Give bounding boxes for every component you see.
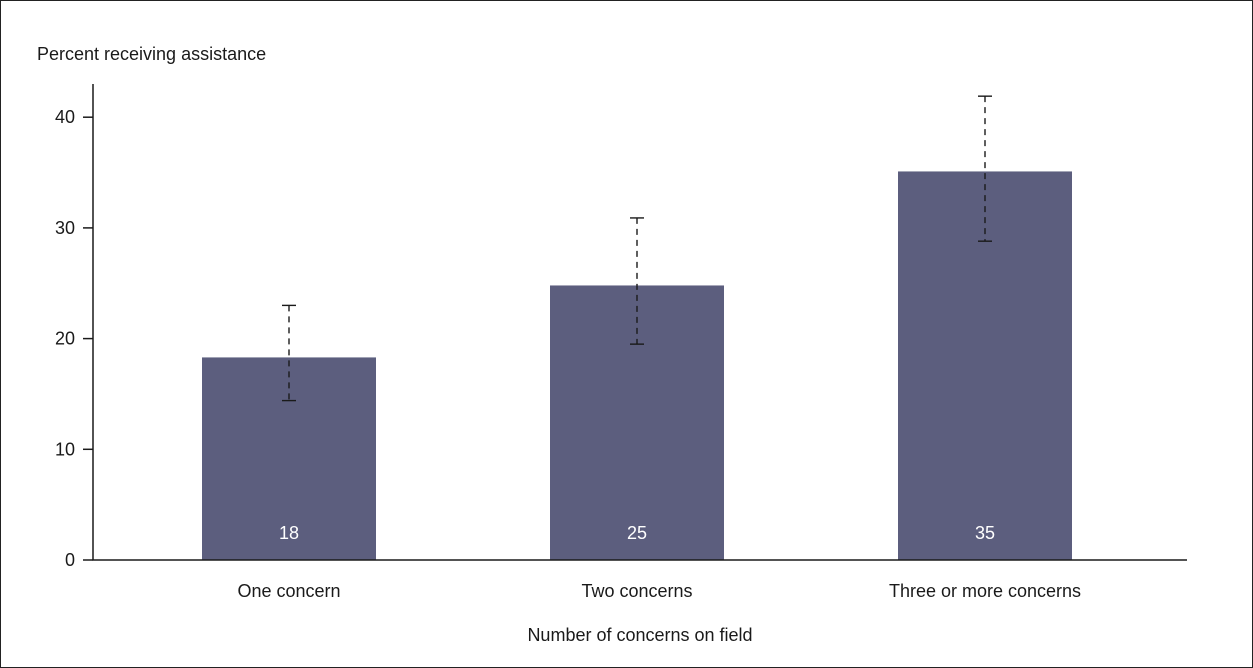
bar-1 [202,357,376,560]
y-tick-label-20: 20 [55,329,75,349]
bar-3 [898,171,1072,560]
y-tick-label-10: 10 [55,439,75,459]
y-tick-label-30: 30 [55,218,75,238]
y-tick-label-40: 40 [55,107,75,127]
bar-value-label-3: 35 [975,523,995,543]
x-tick-label-1: One concern [237,581,340,601]
x-tick-label-2: Two concerns [581,581,692,601]
x-axis-label: Number of concerns on field [527,625,752,645]
y-tick-label-0: 0 [65,550,75,570]
chart-axes: One concern Two concerns Three or more con… [55,83,1187,601]
bar-value-label-1: 18 [279,523,299,543]
y-axis-label: Percent receiving assistance [37,44,266,64]
error-bar-2 [630,217,644,345]
bar-value-label-2: 25 [627,523,647,543]
chart-marks: 18 25 35 [202,95,1072,560]
error-bar-3 [978,95,992,242]
x-tick-label-3: Three or more concerns [889,581,1081,601]
error-bar-1 [282,304,296,402]
bar-2 [550,285,724,560]
